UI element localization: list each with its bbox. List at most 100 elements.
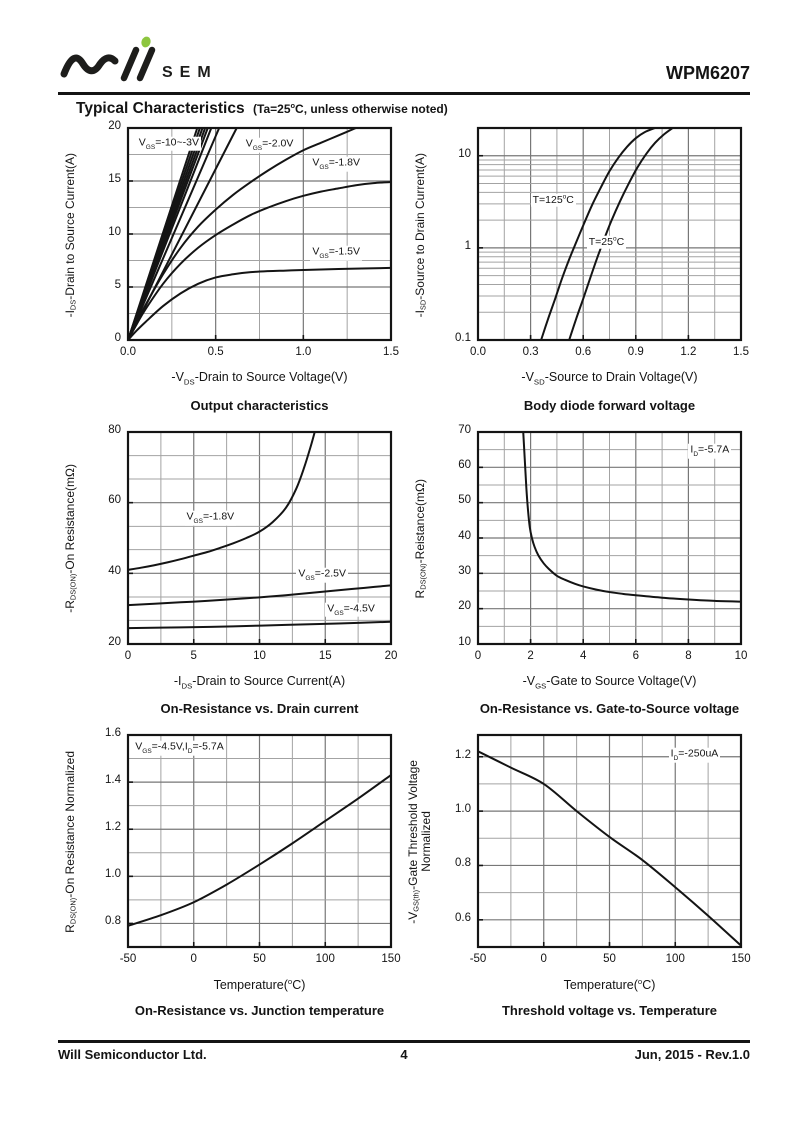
curve bbox=[127, 127, 221, 341]
curve bbox=[127, 181, 392, 341]
y-tick-label: 1.2 bbox=[455, 748, 471, 761]
y-tick-label: 10 bbox=[108, 226, 121, 238]
x-tick-label: 150 bbox=[731, 953, 751, 965]
y-tick-label: 1.4 bbox=[105, 774, 121, 787]
curve-label: VGS=-4.5V,ID=-5.7A bbox=[133, 740, 226, 756]
x-tick-label: 0.0 bbox=[120, 346, 136, 358]
curve bbox=[540, 127, 657, 341]
y-axis-label-column: RDS(ON)-Reistance(mΩ) bbox=[406, 422, 434, 654]
logo-wave-stroke bbox=[60, 54, 119, 78]
x-tick-label: 50 bbox=[253, 953, 266, 965]
y-axis-label: RDS(ON)-On Resistance Normalized bbox=[62, 751, 77, 933]
curve-label: T=125oC bbox=[530, 193, 576, 207]
page-header: SEMI WPM6207 Typical Characteristics (Ta… bbox=[58, 36, 750, 118]
y-tick-label: 10 bbox=[458, 147, 471, 160]
y-axis-label: RDS(ON)-Reistance(mΩ) bbox=[412, 478, 427, 599]
x-tick-label: 1.0 bbox=[295, 346, 312, 358]
y-tick-label: 20 bbox=[108, 635, 121, 648]
x-tick-label: 4 bbox=[579, 649, 587, 662]
x-tick-label: 6 bbox=[632, 649, 639, 662]
y-axis-label-column: RDS(ON)-On Resistance Normalized bbox=[56, 725, 84, 957]
y-tick-label: 10 bbox=[458, 635, 471, 648]
y-tick-label: 0.6 bbox=[455, 911, 471, 924]
chart-caption: On-Resistance vs. Drain current bbox=[160, 701, 359, 716]
chart-caption: Output characteristics bbox=[190, 397, 329, 413]
y-axis-label-column: -IDS-Drain to Source Current(A) bbox=[56, 118, 84, 350]
y-tick-label: 30 bbox=[458, 564, 471, 577]
curve bbox=[127, 583, 392, 606]
curve bbox=[568, 127, 674, 341]
y-tick-label: 1.0 bbox=[455, 803, 471, 816]
x-tick-label: 0.6 bbox=[575, 346, 592, 358]
x-tick-label: 0.9 bbox=[627, 346, 644, 358]
threshold-voltage-vs-temperature-chart: -50 0 50 100 150 0.6 0.8 1.0 1.2 ID=-250uA bbox=[434, 725, 751, 977]
curve bbox=[127, 620, 392, 629]
on-resistance-vs-drain-current-plot-svg bbox=[126, 430, 393, 645]
curve-label: T=25oC bbox=[586, 235, 627, 249]
footer-revision: Jun, 2015 - Rev.1.0 bbox=[634, 1047, 750, 1062]
curve bbox=[127, 127, 213, 341]
y-tick-label: 1.2 bbox=[105, 821, 121, 834]
curve bbox=[127, 266, 392, 341]
x-tick-label: 0.5 bbox=[207, 346, 224, 358]
header-rule bbox=[58, 92, 750, 95]
plot-border bbox=[476, 126, 743, 342]
on-resistance-vs-junction-temperature-plot-svg bbox=[126, 733, 393, 949]
x-axis-label: -VGS-Gate to Source Voltage(V) bbox=[522, 673, 697, 691]
x-tick-label: 0 bbox=[124, 649, 132, 662]
figure-on-resistance-vs-gate-source-voltage: RDS(ON)-Reistance(mΩ) 0 2 4 6 8 10 10 20 30 40 50 6… bbox=[406, 422, 752, 717]
footer-rule bbox=[58, 1040, 750, 1043]
y-tick-label: 60 bbox=[458, 458, 471, 471]
y-tick-label: 1.6 bbox=[105, 727, 121, 739]
x-axis-label: -VDS-Drain to Source Voltage(V) bbox=[171, 370, 348, 387]
on-resistance-vs-gate-source-voltage-plot-svg bbox=[476, 430, 743, 645]
y-tick-label: 0 bbox=[114, 332, 121, 344]
y-tick-label: 40 bbox=[458, 529, 471, 542]
x-tick-label: 20 bbox=[384, 649, 398, 662]
x-tick-label: 10 bbox=[253, 649, 266, 662]
curve bbox=[522, 430, 742, 603]
x-axis-label: Temperature(oC) bbox=[563, 977, 656, 993]
body-diode-forward-voltage-chart: 0.0 0.3 0.6 0.9 1.2 1.5 0.1 1 10 T=125oC T=25oC bbox=[434, 118, 750, 370]
curve bbox=[127, 430, 316, 571]
curve-label: VGS=-2.0V bbox=[243, 137, 296, 153]
curve-label: ID=-5.7A bbox=[688, 443, 732, 459]
will-semi-logo-graphic: SEMI bbox=[60, 36, 218, 82]
y-tick-label: 0.1 bbox=[455, 332, 471, 344]
y-tick-label: 80 bbox=[108, 423, 121, 436]
y-axis-label-column: -VGS(th)-Gate Threshold Voltage Normalize… bbox=[406, 725, 434, 957]
charts-grid: -IDS-Drain to Source Current(A) 0.0 0.5 1.… bbox=[56, 118, 752, 1018]
curve bbox=[127, 127, 357, 341]
logo-semi-text: SEMI bbox=[162, 64, 218, 81]
x-tick-label: 100 bbox=[315, 953, 335, 965]
x-tick-label: 0.3 bbox=[522, 346, 539, 358]
y-axis-label-column: -ISD-Source to Drain Current(A) bbox=[406, 118, 434, 350]
y-tick-label: 1 bbox=[464, 239, 471, 252]
curve-label: VGS=-4.5V bbox=[325, 602, 377, 617]
figure-threshold-voltage-vs-temperature: -VGS(th)-Gate Threshold Voltage Normalize… bbox=[406, 725, 752, 1018]
y-axis-label: -ISD-Source to Drain Current(A) bbox=[412, 152, 427, 318]
y-tick-label: 0.8 bbox=[455, 857, 471, 870]
footer-page-number: 4 bbox=[400, 1047, 408, 1062]
x-tick-label: 0 bbox=[540, 953, 547, 965]
body-diode-forward-voltage-plot-svg bbox=[476, 126, 743, 342]
x-axis-label: Temperature(oC) bbox=[213, 977, 306, 993]
on-resistance-vs-drain-current-chart: 0 5 10 15 20 20 40 60 80 VGS=-1.8V VGS=-2.5V VGS=-4… bbox=[84, 422, 400, 674]
curve-label: VGS=-1.5V bbox=[310, 245, 362, 261]
logo-green-dot-icon bbox=[141, 36, 151, 48]
y-tick-label: 5 bbox=[114, 279, 121, 291]
curve-label: VGS=-10~-3V bbox=[136, 136, 201, 152]
curve-label: VGS=-2.5V bbox=[296, 568, 348, 583]
y-tick-label: 50 bbox=[458, 494, 471, 507]
output-characteristics-plot-svg bbox=[126, 126, 393, 342]
y-axis-label-column: -RDS(ON)-On Resistance(mΩ) bbox=[56, 422, 84, 654]
x-tick-label: 1.5 bbox=[383, 346, 399, 358]
figure-body-diode-forward-voltage: -ISD-Source to Drain Current(A) 0.0 0.3 0.… bbox=[406, 118, 752, 413]
footer-company: Will Semiconductor Ltd. bbox=[58, 1047, 207, 1062]
x-tick-label: 1.5 bbox=[733, 346, 749, 358]
will-semi-logo: SEMI bbox=[58, 36, 218, 88]
on-resistance-vs-gate-source-voltage-chart: 0 2 4 6 8 10 10 20 30 40 50 60 70 ID=-5.7A bbox=[434, 422, 750, 674]
y-tick-label: 60 bbox=[108, 494, 121, 507]
chart-caption: On-Resistance vs. Gate-to-Source voltage bbox=[479, 701, 740, 716]
